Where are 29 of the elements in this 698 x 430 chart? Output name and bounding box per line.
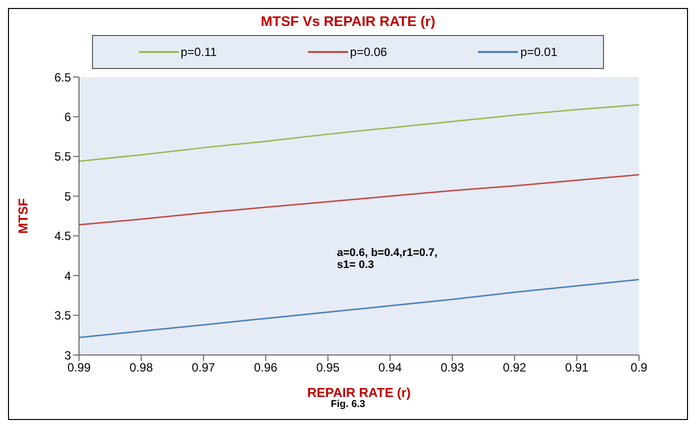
x-tick-label: 0.91: [565, 360, 589, 375]
y-tick-label: 5: [64, 189, 72, 204]
y-tick-label: 6.5: [54, 70, 72, 84]
line-series: [79, 104, 639, 162]
line-series: [79, 174, 639, 226]
x-tick-label: 0.98: [130, 360, 154, 375]
x-tick-label: 0.94: [378, 360, 402, 375]
line-series: [79, 278, 639, 338]
legend-label: p=0.11: [180, 45, 217, 59]
caption: Fig. 6.3: [330, 399, 366, 410]
legend-label: p=0.06: [349, 45, 388, 59]
y-axis-title: MTSF: [16, 198, 31, 234]
x-tick-label: 0.97: [192, 360, 216, 375]
x-tick-label: 0.93: [440, 360, 464, 375]
y-tick-label: 3: [64, 348, 72, 362]
chart-title: MTSF Vs REPAIR RATE (r): [260, 13, 436, 29]
x-tick-label: 0.9: [630, 360, 648, 375]
y-tick-label: 4: [64, 268, 72, 283]
x-tick-label: 0.95: [316, 360, 340, 375]
y-tick-label: 6: [64, 110, 72, 124]
y-tick-label: 5.5: [54, 150, 72, 164]
x-tick-label: 0.92: [502, 360, 527, 375]
x-tick-label: 0.99: [67, 360, 91, 375]
legend-label: p=0.01: [519, 45, 558, 59]
x-axis-title: REPAIR RATE (r): [307, 385, 411, 400]
y-tick-label: 4.5: [54, 229, 72, 244]
annotation: a=0.6, b=0.4,r1=0.7, s1= 0.3: [337, 247, 439, 271]
y-tick-label: 3.5: [54, 308, 72, 323]
x-tick-label: 0.96: [254, 360, 278, 375]
